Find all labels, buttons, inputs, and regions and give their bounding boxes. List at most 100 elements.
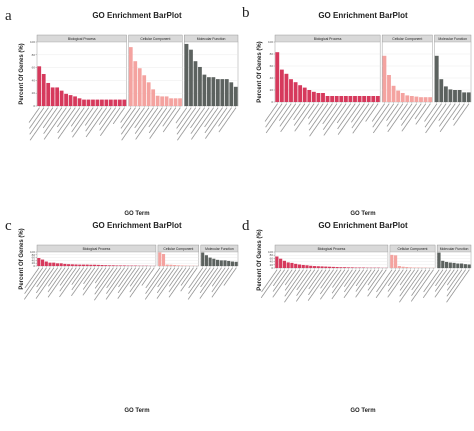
bar [55,263,60,266]
category-label-line [94,267,114,295]
bar [353,96,357,102]
bar [204,255,208,266]
bar [67,264,71,266]
category-label-line [273,269,285,287]
bar [409,96,414,102]
category-label-line [145,267,164,294]
bar [307,90,312,102]
category-label-line [85,107,103,132]
bar [286,262,290,268]
chart-panel-c: c GO Enrichment BarPlot GO Term Percent Of … [5,218,239,414]
bar [282,260,286,268]
bar [155,95,160,106]
bar [108,99,113,106]
bar [78,264,82,266]
category-label-line [319,269,342,300]
category-label-line [438,103,451,121]
category-label-line [175,107,187,124]
bar [444,261,449,268]
category-label-line [24,267,40,289]
category-label-line [94,267,118,301]
category-label-line [169,267,183,287]
category-label-line [337,103,361,135]
bar [230,261,234,266]
facet-cellular-component: Cellular Component [389,244,436,270]
y-tick-label: 0 [271,100,273,104]
chart-title: GO Enrichment BarPlot [92,221,182,230]
category-label-line [57,107,80,139]
bar [414,96,419,102]
category-label-line [352,103,374,134]
chart-title: GO Enrichment BarPlot [92,11,182,20]
category-label-line [218,107,237,133]
bar [311,91,316,102]
category-label-line [343,269,361,293]
facet-biological-process: Biological Process [274,34,381,104]
panel-letter: a [5,8,12,24]
category-label-line [176,107,196,135]
bar [321,93,325,102]
bar [290,262,294,268]
category-label-line [24,267,44,294]
facet-plot-area [184,41,239,107]
category-label-line [344,269,357,287]
y-tick-label: 80 [270,253,274,257]
category-label-line [293,103,310,126]
y-tick-label: 0 [33,104,35,108]
bar [343,96,348,102]
category-label-line [36,267,51,288]
bar [229,82,234,106]
chart-panel-a: a GO Enrichment BarPlot GO Term Percent Of … [5,8,239,217]
panel-letter: b [242,5,250,21]
category-label-line [71,107,94,138]
category-label-line [331,269,353,300]
bar [70,264,74,266]
bar [297,264,302,268]
bar [52,262,56,266]
facet-label: Molecular Function [205,247,234,251]
chart-title: GO Enrichment BarPlot [318,11,408,20]
category-label-line [157,267,176,294]
category-label-line [205,107,228,139]
y-tick-label: 100 [268,250,273,254]
bar [279,258,283,268]
facet-label: Biological Process [68,37,96,41]
bar [330,96,335,102]
category-labels [24,267,237,301]
category-label-line [211,267,230,293]
category-label-line [162,107,177,127]
category-label-line [386,103,404,127]
bar [184,43,189,106]
bar [463,264,467,268]
y-tick-label: 0 [33,264,35,268]
category-label-line [204,107,223,134]
facet-label: Biological Process [83,247,111,251]
bar [96,264,100,266]
y-tick-label: 100 [268,40,273,44]
bar [89,264,93,266]
bar [93,264,97,266]
category-label-line [452,103,465,121]
category-label-line [320,269,334,289]
facet-label: Biological Process [318,247,346,251]
category-label-line [439,103,456,127]
bar [41,259,45,266]
category-label-line [367,269,383,291]
category-label-line [332,269,346,288]
category-label-line [162,107,181,133]
facet-biological-process: Biological Process [274,244,389,270]
category-label-line [129,267,148,293]
bar [382,55,387,102]
category-label-line [355,269,376,298]
bar [227,260,231,266]
category-label-line [94,267,110,289]
category-label-line [411,269,427,291]
category-label-line [141,267,155,286]
category-label-line [296,269,315,296]
y-tick-label: 100 [30,40,35,44]
facet-label: Cellular Component [398,247,428,251]
bar [63,263,67,266]
bar [328,266,332,268]
bar [223,260,227,266]
